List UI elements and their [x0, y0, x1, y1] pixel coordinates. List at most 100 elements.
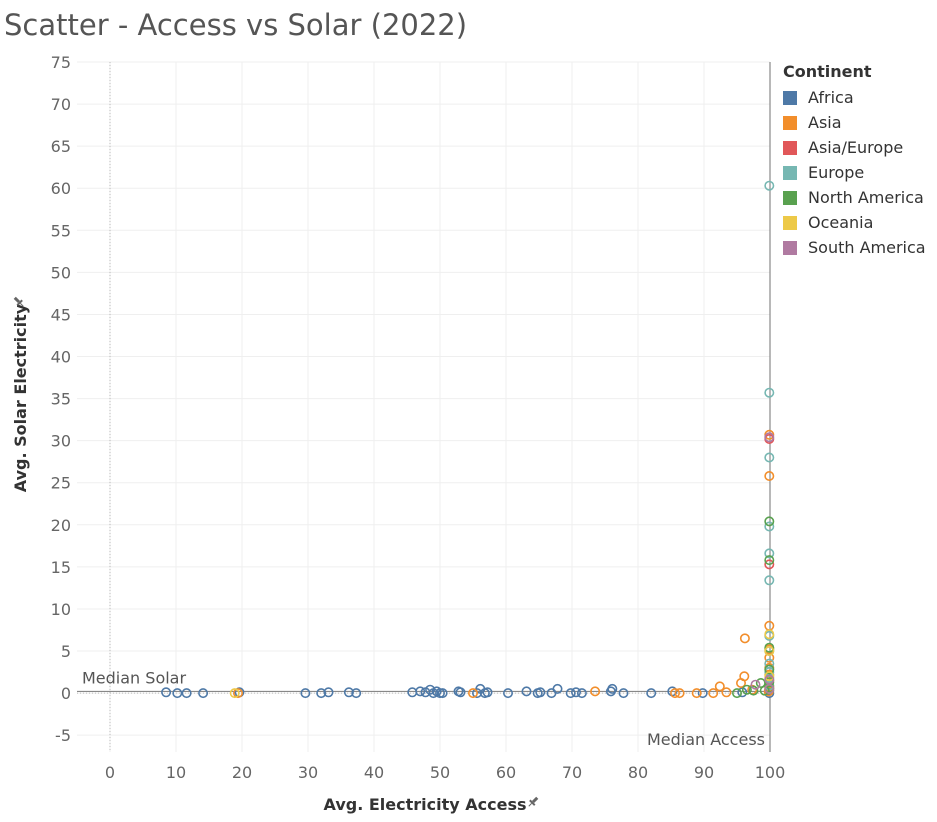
legend-item[interactable]: North America	[783, 185, 926, 210]
data-point-africa[interactable]	[323, 687, 334, 698]
data-point-africa[interactable]	[570, 687, 581, 698]
y-tick-label: 55	[51, 221, 71, 240]
legend-swatch	[783, 215, 797, 230]
data-point-oceania[interactable]	[764, 671, 775, 682]
legend-items: Africa Asia Asia/Europe Europe North America…	[783, 85, 926, 260]
data-point-africa[interactable]	[646, 688, 657, 699]
reference-lines: Median Access Median Solar	[77, 62, 771, 752]
data-point-africa[interactable]	[161, 687, 172, 698]
y-axis-ticks: -5 0 5 10 15 20 25 30 35 40 45 50 55 60 65 70 75	[51, 53, 71, 745]
y-tick-label: 60	[51, 179, 71, 198]
data-point-africa[interactable]	[618, 688, 629, 699]
data-point-south-america[interactable]	[764, 432, 775, 443]
data-point-africa[interactable]	[351, 688, 362, 699]
data-point-africa[interactable]	[198, 688, 209, 699]
x-tick-label: 90	[694, 763, 714, 782]
data-point-north-america[interactable]	[731, 688, 742, 699]
data-point-africa[interactable]	[172, 688, 183, 699]
y-tick-label: 15	[51, 558, 71, 577]
data-point-asia[interactable]	[467, 688, 478, 699]
data-point-north-america[interactable]	[764, 555, 775, 566]
legend-swatch	[783, 190, 797, 205]
data-point-africa[interactable]	[607, 683, 618, 694]
data-point-africa[interactable]	[343, 687, 354, 698]
x-tick-label: 70	[562, 763, 582, 782]
data-point-africa[interactable]	[181, 688, 192, 699]
data-point-asia[interactable]	[739, 671, 750, 682]
data-point-africa[interactable]	[415, 686, 426, 697]
x-tick-label: 10	[166, 763, 186, 782]
data-point-africa[interactable]	[437, 688, 448, 699]
data-point-asia[interactable]	[764, 470, 775, 481]
x-tick-label: 60	[496, 763, 516, 782]
data-point-africa[interactable]	[316, 688, 327, 699]
x-axis-label: Avg. Electricity Access	[324, 795, 527, 814]
legend-swatch	[783, 165, 797, 180]
legend-item[interactable]: Oceania	[783, 210, 926, 235]
legend-item[interactable]: Africa	[783, 85, 926, 110]
data-point-africa[interactable]	[521, 686, 532, 697]
data-point-africa[interactable]	[502, 688, 513, 699]
legend-label: Oceania	[808, 213, 874, 232]
data-point-asia[interactable]	[721, 687, 732, 698]
y-tick-label: -5	[55, 726, 71, 745]
legend-label: South America	[808, 238, 926, 257]
data-point-africa[interactable]	[552, 683, 563, 694]
data-point-asia[interactable]	[674, 688, 685, 699]
legend-swatch	[783, 90, 797, 105]
legend-swatch	[783, 140, 797, 155]
data-point-europe[interactable]	[764, 180, 775, 191]
data-point-south-america[interactable]	[750, 679, 761, 690]
x-tick-label: 80	[628, 763, 648, 782]
data-point-asia[interactable]	[764, 620, 775, 631]
data-point-asia[interactable]	[590, 686, 601, 697]
y-axis-title: Avg. Solar Electricity	[11, 296, 30, 492]
data-point-africa[interactable]	[576, 688, 587, 699]
data-point-asia[interactable]	[739, 633, 750, 644]
legend-label: Europe	[808, 163, 865, 182]
data-point-north-america[interactable]	[764, 516, 775, 527]
legend-item[interactable]: Europe	[783, 160, 926, 185]
data-point-south-america[interactable]	[764, 683, 775, 694]
data-point-asia-europe[interactable]	[764, 559, 775, 570]
data-point-europe[interactable]	[764, 658, 775, 669]
x-tick-label: 100	[755, 763, 786, 782]
data-point-south-america[interactable]	[764, 674, 775, 685]
legend-swatch	[783, 240, 797, 255]
data-point-europe[interactable]	[764, 575, 775, 586]
y-tick-label: 50	[51, 263, 71, 282]
data-point-asia[interactable]	[714, 681, 725, 692]
legend-label: Africa	[808, 88, 854, 107]
data-point-north-america[interactable]	[748, 685, 759, 696]
data-point-africa[interactable]	[407, 687, 418, 698]
data-point-asia[interactable]	[691, 688, 702, 699]
data-point-asia[interactable]	[669, 688, 680, 699]
data-point-africa[interactable]	[697, 688, 708, 699]
data-point-africa[interactable]	[482, 687, 493, 698]
legend-item[interactable]: Asia	[783, 110, 926, 135]
data-point-asia[interactable]	[708, 688, 719, 699]
data-point-asia[interactable]	[233, 688, 244, 699]
data-point-oceania[interactable]	[764, 629, 775, 640]
data-point-europe[interactable]	[764, 548, 775, 559]
x-tick-label: 20	[232, 763, 252, 782]
data-point-north-america[interactable]	[741, 684, 752, 695]
data-point-oceania[interactable]	[764, 645, 775, 656]
data-point-europe[interactable]	[764, 521, 775, 532]
x-tick-label: 40	[364, 763, 384, 782]
data-point-oceania[interactable]	[229, 688, 240, 699]
data-point-europe[interactable]	[764, 387, 775, 398]
legend-item[interactable]: Asia/Europe	[783, 135, 926, 160]
legend-label: Asia/Europe	[808, 138, 904, 157]
data-point-africa[interactable]	[535, 687, 546, 698]
legend-item[interactable]: South America	[783, 235, 926, 260]
data-point-africa[interactable]	[300, 688, 311, 699]
data-point-europe[interactable]	[764, 452, 775, 463]
data-point-north-america[interactable]	[764, 664, 775, 675]
data-points[interactable]	[161, 180, 775, 699]
data-point-north-america[interactable]	[764, 642, 775, 653]
y-axis-label: Avg. Solar Electricity	[11, 303, 30, 492]
data-point-africa[interactable]	[455, 687, 466, 698]
data-point-africa[interactable]	[565, 688, 576, 699]
